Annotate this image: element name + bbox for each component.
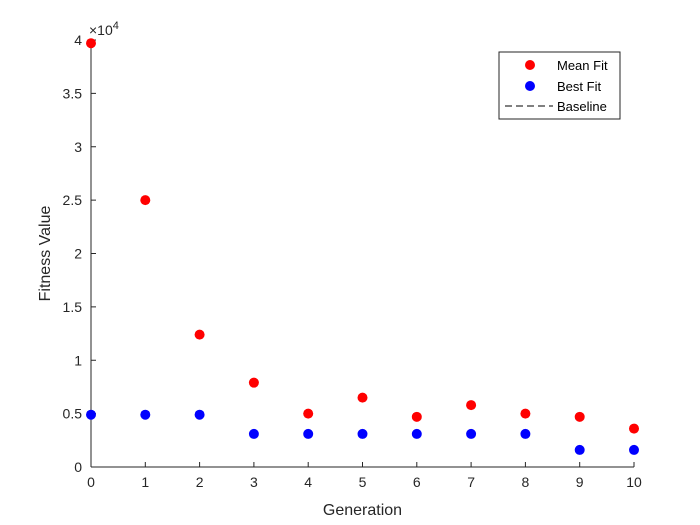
y-tick-label: 3.5 [63,85,83,101]
best-fit-point [303,428,314,439]
best-fit-point [411,428,422,439]
mean-fit-point [357,392,368,403]
y-tick-label: 2 [74,246,82,262]
series-layer [86,38,639,455]
mean-fit-point [194,329,205,340]
x-tick-label: 1 [141,474,149,490]
mean-fit-point [520,408,531,419]
y-tick-label: 4 [74,32,82,48]
legend-label-best-fit: Best Fit [557,79,601,94]
best-fit-point [357,428,368,439]
series-best-fit [86,409,639,455]
y-axis-ticks: 0 0.5 1 1.5 2 2.5 3 3.5 4 [63,32,96,475]
y-tick-label: 0.5 [63,406,83,422]
series-mean-fit [86,38,639,434]
best-fit-point [86,409,96,420]
x-tick-label: 6 [413,474,421,490]
mean-fit-point [466,400,477,411]
best-fit-point [520,428,531,439]
x-tick-label: 4 [304,474,312,490]
mean-fit-point [411,411,422,422]
x-tick-label: 10 [626,474,642,490]
best-fit-point [194,409,205,420]
x-axis-label: Generation [323,502,402,519]
legend-marker-best-fit [525,81,535,91]
mean-fit-point [303,408,314,419]
legend-label-mean-fit: Mean Fit [557,58,608,73]
y-axis-exponent: ×104 [89,20,119,38]
legend-marker-mean-fit [525,60,535,70]
x-tick-label: 2 [196,474,204,490]
best-fit-point [629,444,639,455]
mean-fit-point [86,38,96,49]
y-tick-label: 3 [74,139,82,155]
best-fit-point [574,444,585,455]
legend-box [498,51,621,120]
best-fit-point [466,428,477,439]
mean-fit-point [248,377,259,388]
y-tick-label: 1.5 [63,299,83,315]
best-fit-point [140,409,151,420]
y-tick-label: 2.5 [63,192,83,208]
y-axis-label: Fitness Value [37,206,54,302]
x-tick-label: 5 [359,474,367,490]
best-fit-point [248,428,259,439]
x-tick-label: 3 [250,474,258,490]
x-tick-label: 8 [522,474,530,490]
x-axis-ticks: 0 1 2 3 4 5 6 7 8 9 10 [87,462,642,490]
x-tick-label: 7 [467,474,475,490]
mean-fit-point [574,411,585,422]
legend: Mean Fit Best Fit Baseline [498,51,621,120]
mean-fit-point [140,195,151,206]
x-tick-label: 0 [87,474,95,490]
mean-fit-point [629,423,639,434]
legend-label-baseline: Baseline [557,99,607,114]
x-tick-label: 9 [576,474,584,490]
y-tick-label: 1 [74,352,82,368]
y-tick-label: 0 [74,459,82,475]
